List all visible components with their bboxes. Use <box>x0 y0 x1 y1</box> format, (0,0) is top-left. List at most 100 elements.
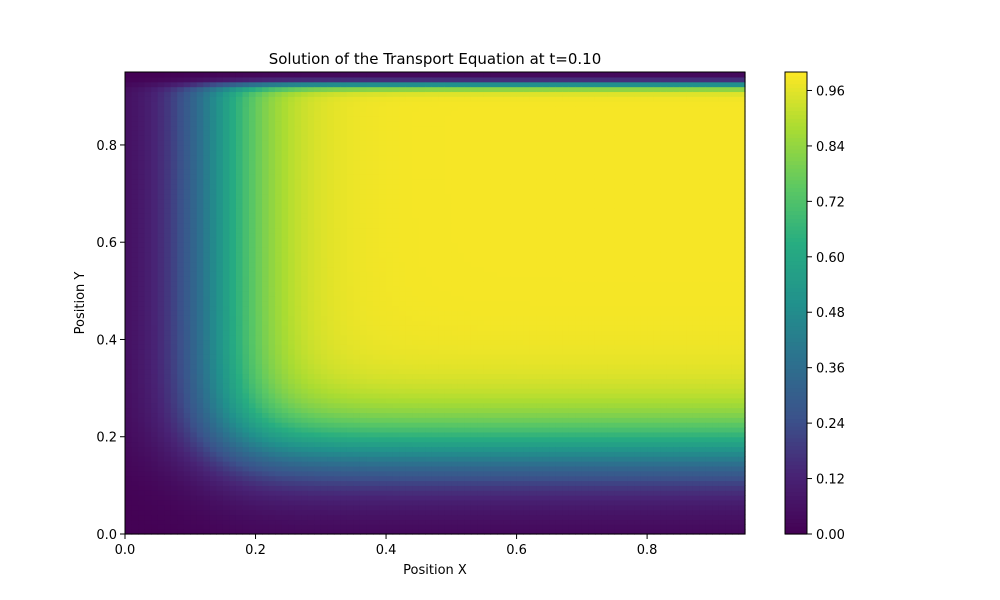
heatmap-cell <box>262 237 270 243</box>
heatmap-cell <box>353 519 361 525</box>
heatmap-cell <box>190 266 198 272</box>
heatmap-cell <box>209 465 217 472</box>
heatmap-cell <box>255 271 263 277</box>
heatmap-cell <box>346 144 355 151</box>
heatmap-cell <box>333 251 341 258</box>
heatmap-cell <box>444 159 452 165</box>
heatmap-cell <box>353 76 361 83</box>
heatmap-cell <box>412 96 420 102</box>
heatmap-cell <box>399 363 407 370</box>
heatmap-cell <box>209 368 217 375</box>
heatmap-cell <box>418 188 426 195</box>
heatmap-cell <box>353 397 361 404</box>
heatmap-cell <box>249 217 257 224</box>
heatmap-cell <box>203 329 211 336</box>
heatmap-cell <box>301 169 309 175</box>
heatmap-cell <box>314 514 322 521</box>
heatmap-cell <box>359 524 368 530</box>
heatmap-cell <box>392 495 400 501</box>
heatmap-cell <box>425 266 433 272</box>
heatmap-cell <box>359 305 368 311</box>
heatmap-cell <box>340 358 348 365</box>
heatmap-cell <box>125 72 133 78</box>
heatmap-cell <box>373 310 381 316</box>
heatmap-cell <box>386 135 394 141</box>
heatmap-cell <box>255 81 263 88</box>
heatmap-cell <box>262 101 270 107</box>
heatmap-cell <box>268 388 276 394</box>
heatmap-cell <box>294 402 302 409</box>
heatmap-cell <box>366 305 374 311</box>
heatmap-cell <box>431 140 439 146</box>
heatmap-cell <box>373 305 381 311</box>
heatmap-cell <box>359 446 368 452</box>
heatmap-cell <box>275 305 283 311</box>
heatmap-cell <box>373 373 381 379</box>
heatmap-cell <box>216 106 224 112</box>
heatmap-cell <box>131 237 139 243</box>
heatmap-cell <box>373 135 381 141</box>
heatmap-cell <box>405 358 413 365</box>
heatmap-cell <box>229 203 237 209</box>
heatmap-cell <box>392 388 400 394</box>
heatmap-cell <box>438 499 446 506</box>
heatmap-cell <box>157 81 165 88</box>
heatmap-cell <box>412 470 420 477</box>
heatmap-cell <box>281 485 289 491</box>
heatmap-cell <box>288 354 296 360</box>
heatmap-cell <box>131 159 139 165</box>
heatmap-cell <box>157 344 165 350</box>
heatmap-cell <box>288 261 296 268</box>
heatmap-cell <box>229 495 237 501</box>
heatmap-cell <box>183 465 191 472</box>
heatmap-cell <box>340 203 348 209</box>
heatmap-cell <box>177 441 185 448</box>
heatmap-cell <box>157 529 165 535</box>
heatmap-cell <box>386 363 394 370</box>
heatmap-cell <box>288 159 296 165</box>
heatmap-cell <box>353 281 361 287</box>
heatmap-cell <box>288 106 296 112</box>
heatmap-cell <box>386 300 394 307</box>
heatmap-cell <box>464 470 472 477</box>
heatmap-cell <box>209 456 217 462</box>
heatmap-cell <box>170 470 178 477</box>
heatmap-cell <box>196 276 204 282</box>
heatmap-cell <box>438 373 446 379</box>
heatmap-cell <box>131 144 139 151</box>
heatmap-cell <box>418 266 426 272</box>
heatmap-cell <box>307 198 315 204</box>
heatmap-cell <box>170 485 178 491</box>
heatmap-cell <box>190 383 198 389</box>
heatmap-cell <box>262 300 270 307</box>
heatmap-cell <box>451 417 459 423</box>
heatmap-cell <box>451 120 459 127</box>
heatmap-cell <box>444 320 452 326</box>
heatmap-cell <box>255 106 263 112</box>
heatmap-cell <box>209 392 217 399</box>
heatmap-cell <box>144 135 152 141</box>
heatmap-cell <box>196 164 204 170</box>
heatmap-cell <box>457 120 465 127</box>
heatmap-cell <box>340 144 348 151</box>
heatmap-cell <box>125 509 133 516</box>
heatmap-cell <box>242 106 250 112</box>
heatmap-cell <box>431 529 439 535</box>
heatmap-cell <box>222 397 231 404</box>
heatmap-cell <box>177 106 185 112</box>
heatmap-cell <box>190 358 198 365</box>
heatmap-cell <box>327 222 335 229</box>
heatmap-cell <box>392 354 400 360</box>
heatmap-cell <box>405 164 413 170</box>
heatmap-cell <box>125 383 133 389</box>
heatmap-cell <box>379 164 387 170</box>
heatmap-cell <box>431 76 439 83</box>
heatmap-cell <box>438 480 446 486</box>
heatmap-cell <box>340 213 348 219</box>
heatmap-cell <box>229 524 237 530</box>
heatmap-cell <box>183 164 191 170</box>
heatmap-cell <box>386 96 394 102</box>
heatmap-cell <box>203 271 211 277</box>
heatmap-cell <box>183 188 191 195</box>
heatmap-cell <box>320 475 328 482</box>
